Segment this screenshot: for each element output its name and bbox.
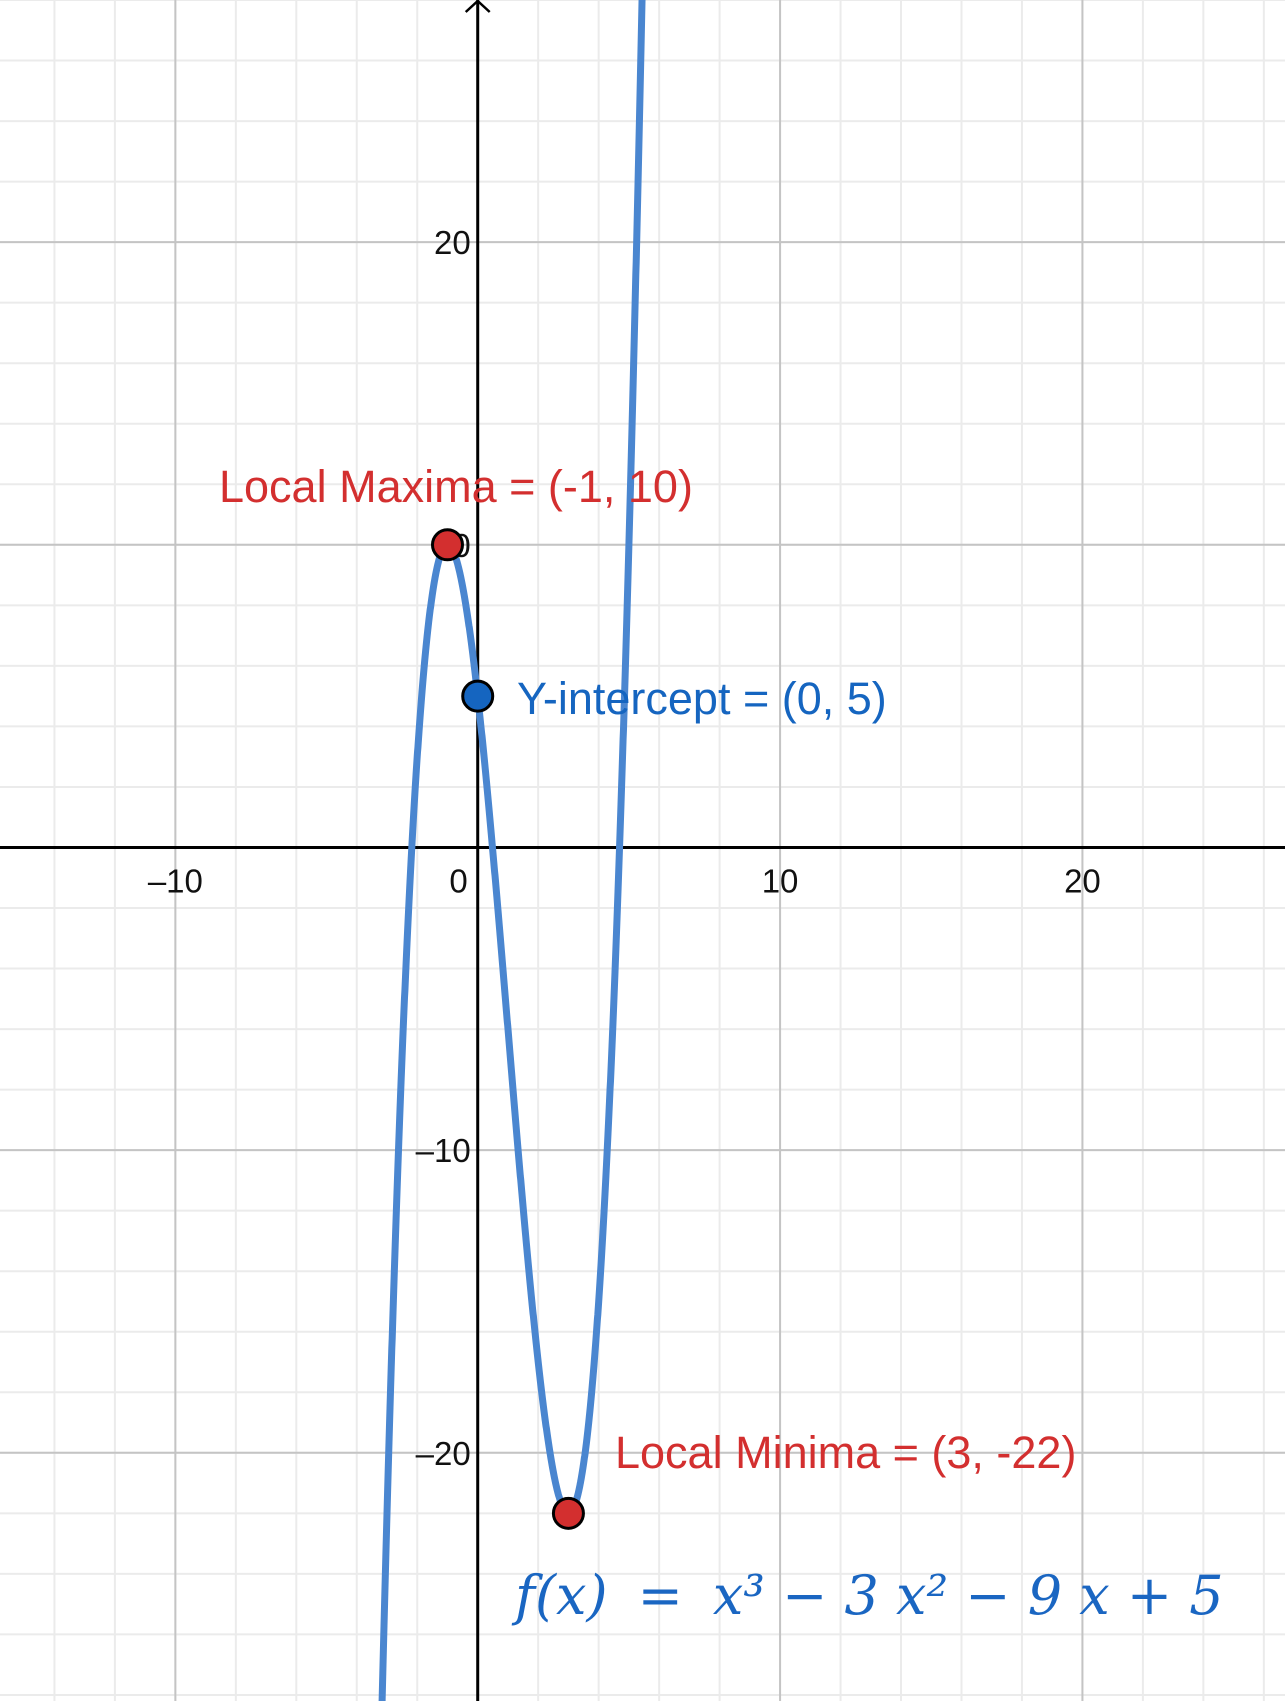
y-tick-label: –20	[416, 1435, 471, 1472]
x-tick-label: 20	[1064, 862, 1101, 899]
function-formula: f(x) = x³ − 3 x² − 9 x + 5	[511, 1564, 1224, 1627]
tick-labels: –10010202010–10–20	[148, 224, 1101, 1472]
y-tick-label: 20	[434, 224, 471, 261]
y-tick-label: –10	[416, 1132, 471, 1169]
x-tick-label: 0	[449, 862, 467, 899]
label-local-minima: Local Minima = (3, -22)	[615, 1427, 1076, 1478]
function-curve	[378, 0, 646, 1701]
x-tick-label: 10	[762, 862, 799, 899]
x-tick-label: –10	[148, 862, 203, 899]
label-y-intercept: Y-intercept = (0, 5)	[517, 673, 887, 724]
label-local-maxima: Local Maxima = (-1, 10)	[219, 461, 693, 512]
formula-eq: =	[638, 1564, 683, 1627]
local-maxima-point	[430, 528, 464, 562]
formula-lhs: f(x)	[511, 1564, 608, 1627]
formula-rhs: x³ − 3 x² − 9 x + 5	[713, 1564, 1224, 1627]
y-intercept-point	[461, 679, 495, 713]
y-axis-arrow-icon	[464, 0, 491, 13]
local-minima-point	[551, 1496, 585, 1530]
points	[430, 528, 585, 1530]
